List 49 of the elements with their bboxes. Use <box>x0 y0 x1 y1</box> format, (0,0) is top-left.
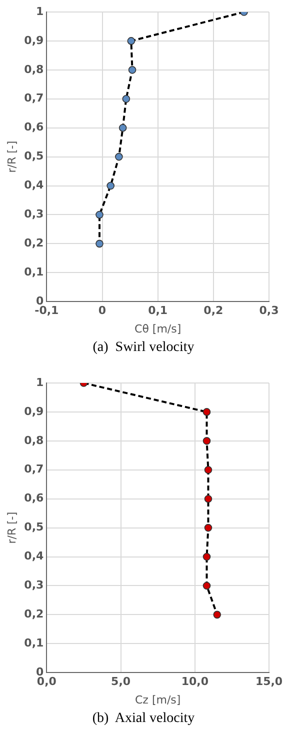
point <box>96 240 104 248</box>
point <box>204 466 212 474</box>
x-axis-title: Cz [m/s] <box>135 693 181 706</box>
y-tick-label: 0,9 <box>24 404 44 418</box>
x-tick-label: 0 <box>98 304 106 318</box>
text: (a) Swirl velocity <box>92 340 196 356</box>
point <box>128 66 136 74</box>
x-tick-label: 0,1 <box>148 304 168 318</box>
y-axis-title: r/R [-] <box>5 140 18 173</box>
point <box>202 408 211 416</box>
y-tick-label: 1 <box>36 4 44 18</box>
y-tick-label: 0,7 <box>24 462 44 476</box>
y-tick-label: 0,2 <box>24 236 44 250</box>
y-tick-label: 0,3 <box>24 578 44 592</box>
y-tick-label: 0,7 <box>24 92 44 105</box>
point <box>127 37 136 45</box>
point <box>202 582 211 590</box>
y-tick-label: 0,1 <box>24 636 44 650</box>
y-tick-label: 0,8 <box>24 62 44 76</box>
point <box>202 552 211 561</box>
y-tick-label: 0,3 <box>24 208 44 221</box>
y-tick-label: 0,9 <box>24 34 44 47</box>
y-tick-label: 0,2 <box>24 608 44 621</box>
x-tick-label: 5,0 <box>111 675 131 688</box>
y-tick-label: 0,1 <box>24 266 44 278</box>
point <box>204 494 212 503</box>
x-tick-label: 0,3 <box>259 304 279 318</box>
point <box>96 210 104 219</box>
y-tick-label: 1 <box>36 376 44 389</box>
point <box>202 437 211 445</box>
y-tick-label: 0,8 <box>24 434 44 447</box>
x-tick-label: 15,0 <box>255 675 283 688</box>
point <box>115 152 123 161</box>
x-tick-label: 0,2 <box>204 304 224 318</box>
point <box>204 524 212 532</box>
point <box>118 124 127 132</box>
y-tick-label: 0,5 <box>24 150 44 163</box>
point <box>106 182 114 190</box>
point <box>213 610 222 619</box>
y-tick-label: 0,6 <box>24 120 44 134</box>
y-tick-label: 0,6 <box>24 492 44 505</box>
y-axis-title: r/R [-] <box>5 512 18 544</box>
point <box>122 94 130 103</box>
x-axis-title: Cθ [m/s] <box>134 322 182 336</box>
y-tick-label: 0,4 <box>24 550 44 563</box>
text: (b) Axial velocity <box>91 711 196 727</box>
y-tick-label: 0,4 <box>24 178 44 192</box>
x-tick-label: 10,0 <box>181 675 209 688</box>
y-tick-label: 0,5 <box>24 520 44 534</box>
